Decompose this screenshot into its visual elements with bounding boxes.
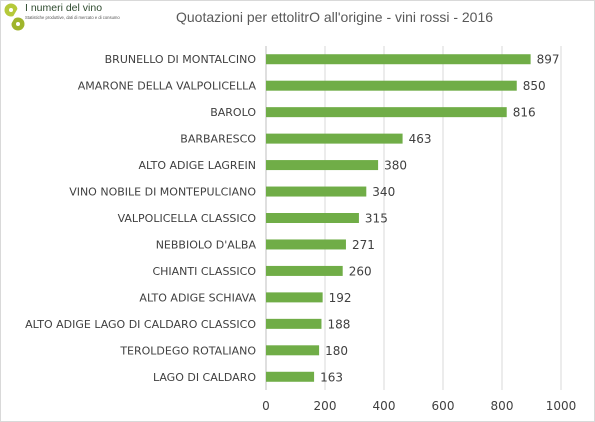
data-label: 816 bbox=[513, 106, 536, 120]
data-label: 192 bbox=[329, 291, 352, 305]
logo-title: I numeri del vino bbox=[25, 2, 103, 14]
category-label: ALTO ADIGE LAGREIN bbox=[138, 159, 256, 172]
x-tick-label: 600 bbox=[432, 399, 455, 413]
bar bbox=[266, 54, 531, 65]
x-tick-label: 400 bbox=[373, 399, 396, 413]
bar bbox=[266, 239, 346, 250]
category-label: ALTO ADIGE SCHIAVA bbox=[139, 291, 256, 304]
category-label: AMARONE DELLA VALPOLICELLA bbox=[78, 80, 257, 93]
category-label: VALPOLICELLA CLASSICO bbox=[118, 212, 257, 225]
x-tick-label: 0 bbox=[262, 399, 270, 413]
bar bbox=[266, 133, 403, 144]
category-label: TEROLDEGO ROTALIANO bbox=[119, 344, 256, 357]
category-label: NEBBIOLO D'ALBA bbox=[156, 238, 257, 251]
data-label: 163 bbox=[320, 370, 343, 384]
bar bbox=[266, 80, 517, 91]
data-label: 850 bbox=[523, 79, 546, 93]
category-label: BRUNELLO DI MONTALCINO bbox=[105, 53, 257, 66]
logo-icon bbox=[4, 3, 25, 31]
data-label: 380 bbox=[384, 159, 407, 173]
data-label: 260 bbox=[349, 264, 372, 278]
x-tick-label: 1000 bbox=[546, 399, 577, 413]
bar bbox=[266, 345, 320, 356]
data-label: 188 bbox=[327, 317, 350, 331]
category-label: VINO NOBILE DI MONTEPULCIANO bbox=[69, 186, 256, 199]
data-label: 315 bbox=[365, 212, 388, 226]
x-tick-label: 800 bbox=[491, 399, 514, 413]
bar bbox=[266, 371, 315, 382]
bar bbox=[266, 107, 507, 118]
category-label: ALTO ADIGE LAGO DI CALDARO CLASSICO bbox=[25, 318, 256, 331]
bar bbox=[266, 265, 343, 276]
category-label: BARBARESCO bbox=[180, 133, 256, 146]
data-label: 897 bbox=[537, 53, 560, 67]
category-label: LAGO DI CALDARO bbox=[153, 371, 256, 384]
x-tick-label: 200 bbox=[314, 399, 337, 413]
category-label: CHIANTI CLASSICO bbox=[152, 265, 256, 278]
bar bbox=[266, 318, 322, 329]
bar bbox=[266, 213, 359, 223]
data-label: 180 bbox=[325, 344, 348, 358]
logo-subtitle: Statistiche produttive, dati di mercato … bbox=[25, 15, 120, 20]
bar bbox=[266, 292, 323, 303]
chart-title: Quotazioni per ettolitrO all'origine - v… bbox=[176, 9, 494, 25]
category-label: BAROLO bbox=[210, 106, 256, 119]
bar bbox=[266, 160, 379, 171]
data-label: 271 bbox=[352, 238, 375, 252]
logo: I numeri del vino Statistiche produttive… bbox=[2, 2, 120, 32]
data-label: 340 bbox=[372, 185, 395, 199]
bar bbox=[266, 186, 367, 197]
data-label: 463 bbox=[409, 132, 432, 146]
